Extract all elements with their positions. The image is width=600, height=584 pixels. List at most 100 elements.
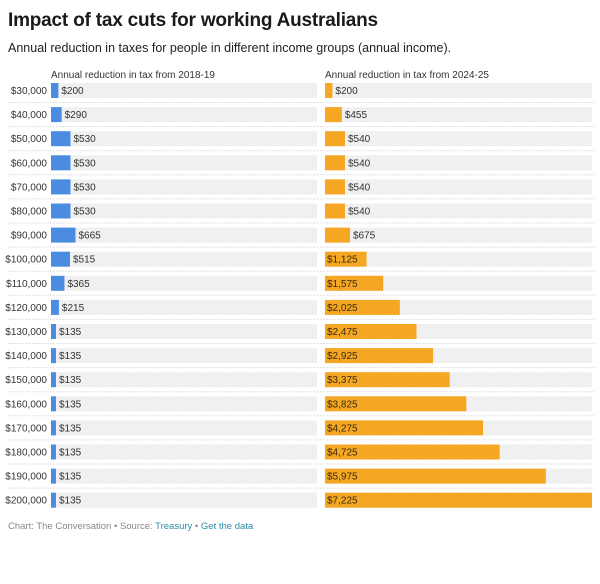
bar-2024-25 xyxy=(325,203,345,219)
footer-separator: • xyxy=(192,521,201,532)
category-label: $50,000 xyxy=(11,134,48,145)
data-label-2024-25: $1,125 xyxy=(327,255,358,266)
bar-track-2024-25 xyxy=(325,131,592,147)
bar-track-2018-19 xyxy=(51,324,317,339)
data-label-2018-19: $135 xyxy=(59,327,82,338)
bar-2024-25 xyxy=(325,468,546,484)
bar-track-2018-19 xyxy=(51,468,317,484)
bar-track-2018-19 xyxy=(51,444,317,460)
bar-2024-25 xyxy=(325,131,345,147)
bar-track-2018-19 xyxy=(51,251,317,267)
bar-2018-19 xyxy=(51,299,59,315)
bar-2018-19 xyxy=(51,420,56,436)
bar-track-2018-19 xyxy=(51,492,317,508)
data-label-2018-19: $290 xyxy=(65,110,88,121)
data-label-2018-19: $135 xyxy=(59,351,82,362)
bar-2018-19 xyxy=(51,492,56,508)
category-label: $110,000 xyxy=(6,279,47,290)
bar-2024-25 xyxy=(325,324,417,339)
category-label: $180,000 xyxy=(5,448,47,459)
bar-2024-25 xyxy=(325,251,367,267)
data-label-2024-25: $3,375 xyxy=(327,375,358,386)
data-label-2024-25: $2,475 xyxy=(327,327,358,338)
chart-subtitle: Annual reduction in taxes for people in … xyxy=(8,41,452,55)
data-label-2018-19: $365 xyxy=(67,279,90,290)
data-label-2018-19: $530 xyxy=(74,207,97,218)
data-label-2024-25: $4,725 xyxy=(327,448,358,459)
data-label-2018-19: $135 xyxy=(59,448,82,459)
chart-title: Impact of tax cuts for working Australia… xyxy=(8,10,378,31)
bar-2024-25 xyxy=(325,155,345,171)
bar-2024-25 xyxy=(325,348,434,364)
bar-2024-25 xyxy=(325,372,450,388)
bar-2018-19 xyxy=(51,348,56,364)
bar-track-2018-19 xyxy=(51,348,317,364)
bar-2018-19 xyxy=(51,275,65,291)
category-label: $170,000 xyxy=(5,423,47,434)
source-link-treasury[interactable]: Treasury xyxy=(155,521,193,532)
category-label: $130,000 xyxy=(5,327,47,338)
bar-2024-25 xyxy=(325,299,400,315)
data-label-2024-25: $3,825 xyxy=(327,399,358,410)
bar-track-2018-19 xyxy=(51,155,317,171)
category-label: $40,000 xyxy=(11,110,48,121)
bar-track-2018-19 xyxy=(51,179,317,195)
data-label-2018-19: $135 xyxy=(59,496,82,507)
category-label: $60,000 xyxy=(11,158,48,169)
category-label: $150,000 xyxy=(5,375,47,386)
bar-track-2024-25 xyxy=(325,227,592,243)
bar-2024-25 xyxy=(325,107,342,123)
data-label-2018-19: $135 xyxy=(59,399,82,410)
data-label-2018-19: $515 xyxy=(73,255,96,266)
data-label-2024-25: $1,575 xyxy=(327,279,358,290)
data-label-2018-19: $135 xyxy=(59,375,82,386)
category-label: $80,000 xyxy=(11,207,48,218)
bar-track-2024-25 xyxy=(325,275,592,291)
footer-separator: • xyxy=(111,521,120,532)
bar-2018-19 xyxy=(51,372,56,388)
bar-2024-25 xyxy=(325,179,345,195)
data-label-2024-25: $540 xyxy=(348,182,371,193)
bar-track-2018-19 xyxy=(51,227,317,243)
bar-2018-19 xyxy=(51,83,59,98)
bar-track-2024-25 xyxy=(325,107,592,123)
bar-2018-19 xyxy=(51,155,71,171)
data-label-2018-19: $135 xyxy=(59,472,82,483)
bar-2024-25 xyxy=(325,444,500,460)
bar-track-2018-19 xyxy=(51,275,317,291)
bar-2024-25 xyxy=(325,83,333,98)
bar-2018-19 xyxy=(51,444,56,460)
bar-2018-19 xyxy=(51,468,56,484)
bar-2024-25 xyxy=(325,420,483,436)
bar-track-2024-25 xyxy=(325,179,592,195)
bar-track-2024-25 xyxy=(325,83,592,98)
data-label-2024-25: $540 xyxy=(348,207,371,218)
data-label-2018-19: $135 xyxy=(59,423,82,434)
bar-2024-25 xyxy=(325,227,350,243)
bar-track-2018-19 xyxy=(51,131,317,147)
data-label-2024-25: $2,025 xyxy=(327,303,358,314)
data-label-2018-19: $530 xyxy=(74,134,97,145)
bar-track-2018-19 xyxy=(51,203,317,219)
data-label-2018-19: $665 xyxy=(78,231,101,242)
category-label: $100,000 xyxy=(5,255,47,266)
category-label: $190,000 xyxy=(5,472,47,483)
bar-2024-25 xyxy=(325,396,467,412)
category-label: $140,000 xyxy=(5,351,47,362)
bar-2018-19 xyxy=(51,227,76,243)
data-label-2018-19: $215 xyxy=(62,303,85,314)
data-label-2024-25: $540 xyxy=(348,158,371,169)
category-label: $200,000 xyxy=(5,496,47,507)
data-label-2024-25: $540 xyxy=(348,134,371,145)
data-label-2018-19: $530 xyxy=(74,158,97,169)
category-label: $120,000 xyxy=(5,303,47,314)
chart-footer: Chart: The Conversation • Source: Treasu… xyxy=(8,521,253,532)
bar-2024-25 xyxy=(325,492,592,508)
bar-2018-19 xyxy=(51,203,71,219)
bar-2018-19 xyxy=(51,179,71,195)
get-the-data-link[interactable]: Get the data xyxy=(200,521,254,532)
data-label-2024-25: $7,225 xyxy=(327,496,358,507)
category-label: $160,000 xyxy=(5,399,47,410)
data-label-2024-25: $455 xyxy=(345,110,368,121)
